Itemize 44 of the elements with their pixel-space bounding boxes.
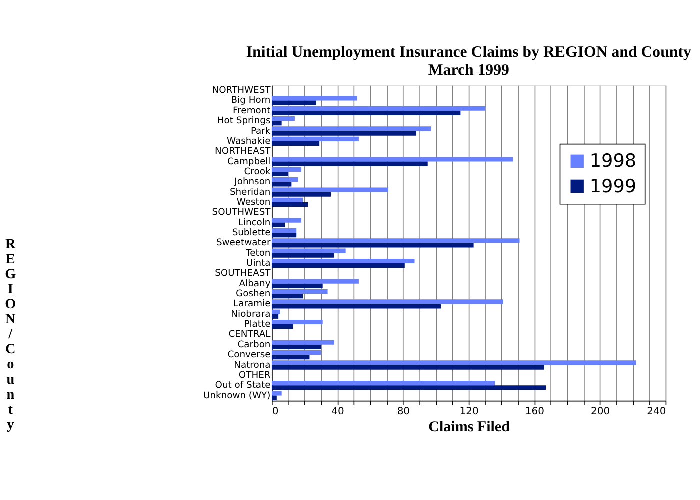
y-tick-label: Lincoln	[238, 217, 271, 228]
y-tick-label: Weston	[236, 196, 271, 208]
x-tick-label: 0	[272, 406, 279, 418]
y-tick-label: Converse	[228, 350, 272, 361]
y-tick-label: Teton	[245, 248, 271, 259]
y-tick-label: Campbell	[227, 156, 271, 168]
y-tick-label: SOUTHEAST	[215, 268, 272, 280]
chart-subtitle: March 1999	[428, 62, 510, 80]
y-tick-label: Sheridan	[230, 186, 271, 198]
y-tick-label: Sublette	[232, 228, 272, 238]
legend-label: 1999	[590, 176, 637, 198]
y-tick-label: NORTHWEST	[212, 85, 272, 96]
y-tick-label: Albany	[239, 278, 272, 290]
y-tick-label: OTHER	[238, 370, 272, 381]
x-axis-title: Claims Filed	[428, 419, 511, 436]
y-tick-label: Natrona	[234, 360, 271, 371]
x-tick-label: 160	[525, 406, 544, 418]
y-tick-label: NORTHEAST	[215, 146, 272, 158]
y-tick-label: SOUTHWEST	[212, 207, 272, 218]
y-tick-label: Out of State	[215, 380, 272, 392]
x-tick-label: 240	[647, 406, 666, 418]
y-tick-label: Laramie	[234, 298, 272, 310]
legend-label: 1998	[590, 151, 637, 172]
y-tick-label: Goshen	[236, 288, 271, 300]
y-tick-label: Washakie	[226, 136, 272, 147]
x-tick-label: 40	[332, 406, 344, 418]
x-tick-label: 80	[397, 406, 410, 418]
text: REGION/County	[5, 236, 16, 433]
y-tick-label: Unknown (WY)	[204, 390, 271, 402]
y-tick-label: Big Horn	[231, 95, 271, 106]
y-tick-label: Niobrara	[231, 308, 271, 320]
x-tick-label: 200	[591, 406, 610, 418]
y-tick-label: Hot Springs	[217, 116, 271, 127]
y-tick-label: CENTRAL	[228, 329, 272, 340]
y-tick-label: Fremont	[233, 105, 272, 116]
y-tick-label: Uinta	[246, 258, 271, 270]
chart-title: Initial Unemployment Insurance Claims by REGION and County	[246, 44, 692, 61]
y-tick-label: Crook	[244, 166, 272, 178]
y-tick-label: Johnson	[234, 176, 271, 188]
x-tick-label: 120	[460, 406, 479, 418]
y-tick-label: Park	[250, 126, 272, 137]
y-tick-label: Platte	[244, 319, 272, 330]
y-tick-label: Carbon	[238, 339, 271, 350]
y-tick-label: Sweetwater	[216, 238, 271, 249]
